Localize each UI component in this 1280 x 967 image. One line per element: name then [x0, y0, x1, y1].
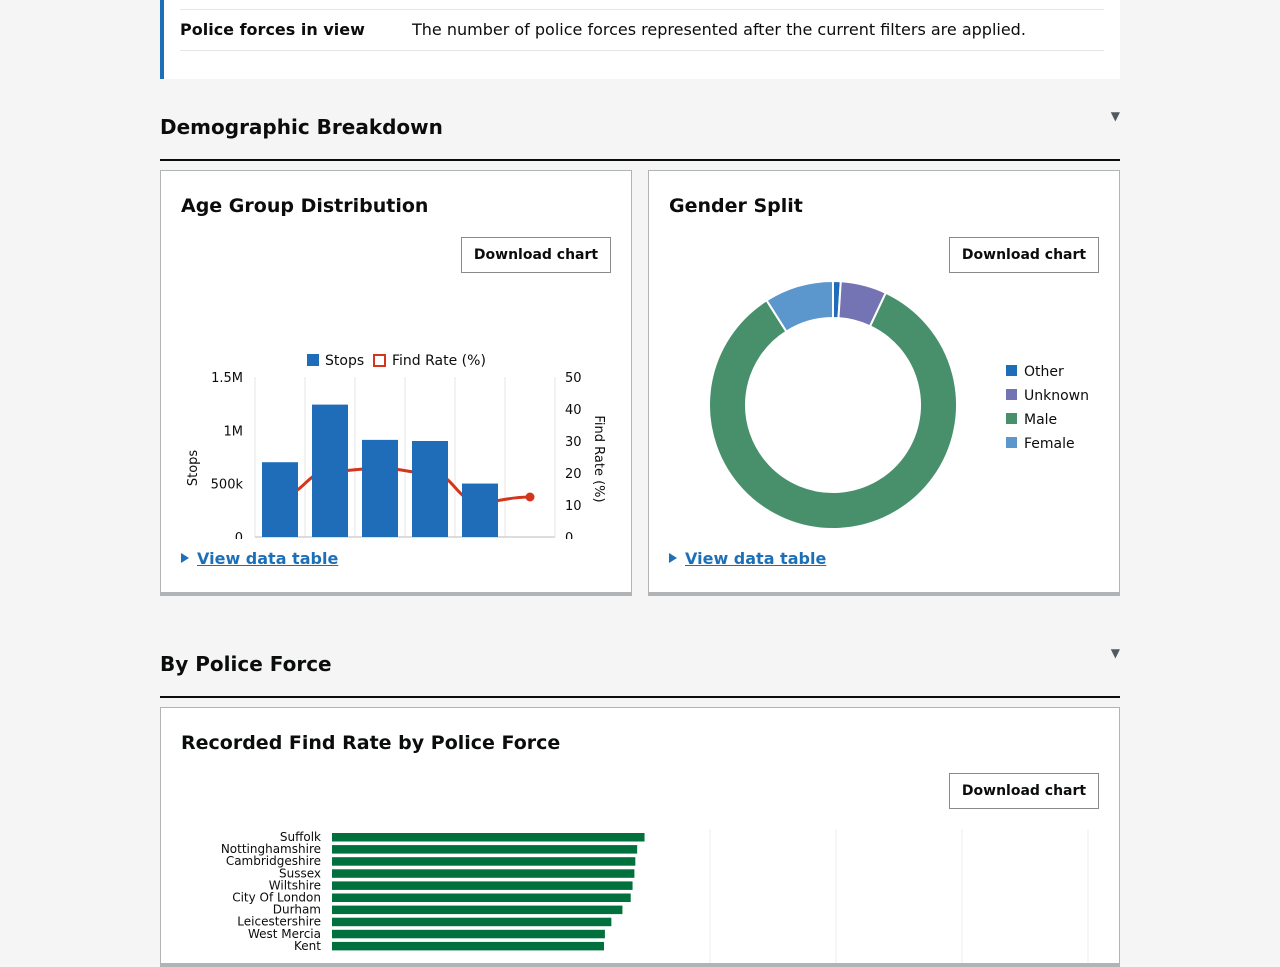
point-find-rate [525, 492, 535, 502]
y2-tick-label: 10 [565, 499, 582, 514]
bar-stops [362, 439, 398, 537]
bar-stops [312, 404, 348, 537]
legend-swatch-female [1006, 437, 1017, 448]
bar-find-rate [332, 857, 636, 866]
legend-label-female: Female [1024, 436, 1075, 452]
donut-ring [708, 279, 958, 530]
legend-label-stops: Stops [325, 353, 364, 369]
glossary-term: Police forces in view [180, 20, 365, 39]
card-title: Gender Split [669, 195, 803, 217]
view-data-table-toggle[interactable]: View data table [181, 549, 338, 568]
legend-label-find-rate: Find Rate (%) [392, 353, 486, 369]
y2-axis-title: Find Rate (%) [591, 415, 606, 502]
legend-label-male: Male [1024, 412, 1057, 428]
glossary-panel: Police forces in view The number of poli… [160, 0, 1120, 79]
divider [180, 9, 1104, 10]
bar-find-rate [332, 917, 612, 927]
y-tick-label: 500k [211, 478, 244, 493]
y-axis-title: Stops [186, 450, 201, 487]
y-tick-label: 0 [235, 531, 243, 539]
age-group-chart: Stops Find Rate (%) 0 500k 1M 1.5M 0 10 20 30 40 50… [186, 353, 606, 539]
bar-find-rate [332, 929, 605, 939]
y-tick-label: Durham [273, 903, 321, 917]
collapse-toggle-icon[interactable]: ▼ [1110, 109, 1120, 123]
y-tick-label: 1M [224, 424, 244, 439]
y-tick-label: Leicestershire [237, 915, 321, 929]
y2-tick-label: 30 [565, 435, 582, 450]
y2-tick-label: 40 [565, 403, 582, 418]
force-find-rate-chart: SuffolkNottinghamshireCambridgeshireSuss… [221, 829, 1089, 963]
force-chart-card: Recorded Find Rate by Police Force Downl… [160, 707, 1120, 967]
card-title: Recorded Find Rate by Police Force [181, 732, 561, 754]
legend-label-other: Other [1024, 364, 1064, 380]
legend-swatch-find-rate [373, 354, 386, 367]
bar-find-rate [332, 941, 604, 951]
section-police-force: By Police Force ▼ [160, 646, 1120, 698]
bar-stops [462, 483, 498, 537]
y-tick-label: Kent [294, 939, 321, 953]
bar-find-rate [332, 881, 633, 890]
legend-swatch-unknown [1006, 389, 1017, 400]
y-tick-label: Nottinghamshire [221, 842, 321, 856]
bar-find-rate [332, 893, 631, 902]
glossary-accent-bar [160, 0, 164, 79]
section-demographic: Demographic Breakdown ▼ [160, 109, 1120, 161]
gender-chart-card: Gender Split Download chart Other Unknown… [648, 170, 1120, 596]
slice-female [765, 279, 834, 333]
y2-tick-label: 20 [565, 467, 582, 482]
collapse-toggle-icon[interactable]: ▼ [1110, 646, 1120, 660]
glossary-definition: The number of police forces represented … [412, 20, 1026, 39]
y-tick-label: Wiltshire [269, 878, 321, 892]
y2-tick-label: 50 [565, 371, 582, 386]
disclosure-triangle-icon [669, 553, 677, 563]
bar-stops [262, 462, 298, 537]
legend-swatch-stops [307, 354, 319, 366]
download-chart-button[interactable]: Download chart [461, 237, 611, 273]
bar-find-rate [332, 833, 645, 842]
disclosure-triangle-icon [181, 553, 189, 563]
download-chart-button[interactable]: Download chart [949, 237, 1099, 273]
section-title: Demographic Breakdown [160, 115, 443, 139]
legend-swatch-other [1006, 365, 1017, 376]
bar-find-rate [332, 905, 623, 915]
slice-male [708, 291, 958, 530]
bar-find-rate [332, 869, 635, 878]
view-data-table-link[interactable]: View data table [685, 549, 827, 568]
card-title: Age Group Distribution [181, 195, 429, 217]
divider [180, 50, 1104, 51]
y-tick-label: West Mercia [248, 927, 321, 941]
y2-tick-label: 0 [565, 531, 573, 539]
legend-label-unknown: Unknown [1024, 388, 1089, 404]
y-tick-label: Sussex [279, 866, 321, 880]
section-title: By Police Force [160, 652, 332, 676]
view-data-table-toggle[interactable]: View data table [669, 549, 826, 568]
y-tick-label: 1.5M [211, 371, 243, 386]
bar-find-rate [332, 845, 638, 854]
y-tick-label: Suffolk [280, 830, 321, 844]
download-chart-button[interactable]: Download chart [949, 773, 1099, 809]
y-tick-label: Cambridgeshire [226, 854, 321, 868]
view-data-table-link[interactable]: View data table [197, 549, 339, 568]
bar-stops [412, 441, 448, 537]
age-chart-card: Age Group Distribution Download chart St… [160, 170, 632, 596]
legend-swatch-male [1006, 413, 1017, 424]
gender-split-chart: Other Unknown Male Female [708, 279, 1089, 530]
y-tick-label: City Of London [232, 891, 321, 905]
